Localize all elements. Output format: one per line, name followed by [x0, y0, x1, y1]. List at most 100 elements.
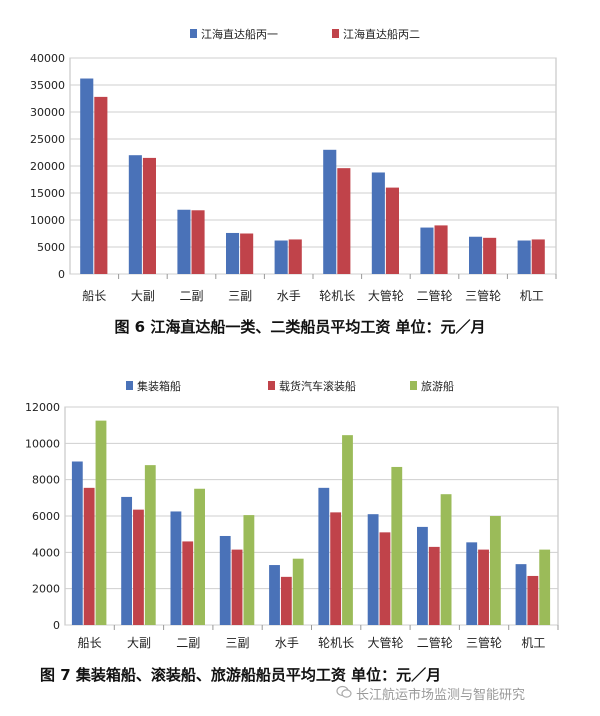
legend-label: 江海直达船丙一	[201, 27, 278, 41]
legend-swatch	[190, 29, 197, 38]
bar	[515, 564, 527, 625]
bar	[121, 496, 133, 625]
bar	[274, 240, 288, 274]
chart-fig6: 0 5000 10000 15000 20000 25000 30000 35000 40000…	[30, 27, 557, 303]
bar	[527, 575, 539, 625]
bar	[417, 526, 428, 625]
bar	[539, 549, 551, 625]
y-tick-label: 5000	[37, 241, 65, 254]
bar	[144, 465, 156, 625]
x-tick-label: 二副	[179, 289, 203, 303]
y-tick-label: 10000	[30, 214, 65, 227]
y-tick-label: 35000	[30, 79, 65, 92]
bar	[269, 565, 280, 625]
y-tick-label: 8000	[32, 474, 60, 487]
x-tick-label: 二副	[176, 636, 200, 650]
legend-swatch	[332, 29, 339, 38]
x-tick-label: 大副	[127, 636, 151, 650]
x-tick-label: 水手	[275, 636, 299, 650]
caption-fig7: 图 7 集装箱船、滚装船、旅游船船员平均工资 单位：元／月	[40, 666, 442, 684]
bar	[367, 514, 379, 625]
bar	[483, 237, 497, 274]
bar	[280, 576, 292, 625]
bar	[420, 227, 434, 274]
legend-swatch	[126, 381, 133, 390]
y-tick-label: 0	[53, 619, 60, 632]
x-tick-label: 三管轮	[466, 635, 502, 650]
bar	[170, 511, 182, 625]
x-tick-label: 二管轮	[416, 288, 452, 303]
x-tick-label: 三副	[228, 289, 252, 303]
bar	[83, 487, 95, 625]
bar	[342, 435, 353, 625]
bar	[133, 509, 144, 625]
x-tick-label: 机工	[521, 636, 545, 650]
bar	[243, 515, 255, 625]
x-tick-label: 大管轮	[367, 635, 403, 650]
bar	[191, 210, 205, 274]
y-tick-label: 40000	[30, 52, 65, 65]
bar	[337, 168, 351, 274]
x-tick-label: 水手	[277, 289, 301, 303]
legend-label: 载货汽车滚装船	[279, 379, 356, 393]
bar	[194, 488, 205, 625]
y-tick-label: 25000	[30, 133, 65, 146]
wechat-icon	[336, 685, 352, 698]
bar	[226, 232, 240, 274]
bar	[292, 558, 304, 625]
x-tick-label: 船长	[82, 289, 106, 303]
bar	[231, 549, 243, 625]
bar	[240, 233, 254, 274]
bar	[177, 209, 191, 274]
y-tick-label: 0	[58, 268, 65, 281]
y-tick-label: 20000	[30, 160, 65, 173]
bar	[440, 494, 452, 625]
legend-label: 江海直达船丙二	[343, 27, 420, 41]
bar	[323, 149, 337, 274]
legend-swatch	[410, 381, 417, 390]
bar	[385, 187, 399, 274]
bar	[371, 172, 385, 274]
y-tick-label: 10000	[25, 437, 60, 450]
bar	[531, 239, 545, 274]
bar	[219, 535, 231, 625]
x-tick-label: 轮机长	[318, 636, 354, 650]
x-tick-label: 轮机长	[319, 289, 355, 303]
bar	[489, 516, 501, 625]
bar	[391, 466, 403, 625]
y-tick-label: 6000	[32, 510, 60, 523]
bar	[469, 236, 483, 274]
x-tick-label: 二管轮	[417, 635, 453, 650]
bar	[288, 239, 302, 274]
bar	[182, 541, 194, 625]
bar	[318, 487, 330, 625]
y-tick-label: 30000	[30, 106, 65, 119]
bar	[142, 157, 156, 274]
bar	[466, 542, 478, 625]
legend-label: 旅游船	[421, 379, 454, 393]
bar	[71, 461, 83, 625]
chart-fig7: 0 2000 4000 6000 8000 10000 12000 船长 大副 二副 三副 水手 轮机长…	[25, 379, 559, 650]
x-tick-label: 机工	[520, 289, 544, 303]
x-tick-label: 船长	[78, 636, 102, 650]
legend-swatch	[268, 381, 275, 390]
bar	[434, 225, 448, 274]
bar	[94, 96, 108, 274]
bar	[379, 532, 391, 625]
bar	[428, 546, 440, 625]
y-tick-label: 15000	[30, 187, 65, 200]
x-tick-label: 三管轮	[465, 288, 501, 303]
legend-label: 集装箱船	[137, 379, 181, 393]
bar	[95, 420, 107, 625]
bar	[478, 549, 489, 625]
y-tick-label: 12000	[25, 401, 60, 414]
y-tick-label: 2000	[32, 583, 60, 596]
caption-fig6: 图 6 江海直达船一类、二类船员平均工资 单位：元／月	[114, 318, 486, 336]
bar	[517, 240, 531, 274]
y-tick-label: 4000	[32, 546, 60, 559]
bar	[80, 78, 94, 275]
x-tick-label: 大副	[131, 289, 155, 303]
watermark-text: 长江航运市场监测与智能研究	[356, 688, 526, 703]
bar	[330, 512, 342, 625]
x-tick-label: 三副	[226, 636, 250, 650]
